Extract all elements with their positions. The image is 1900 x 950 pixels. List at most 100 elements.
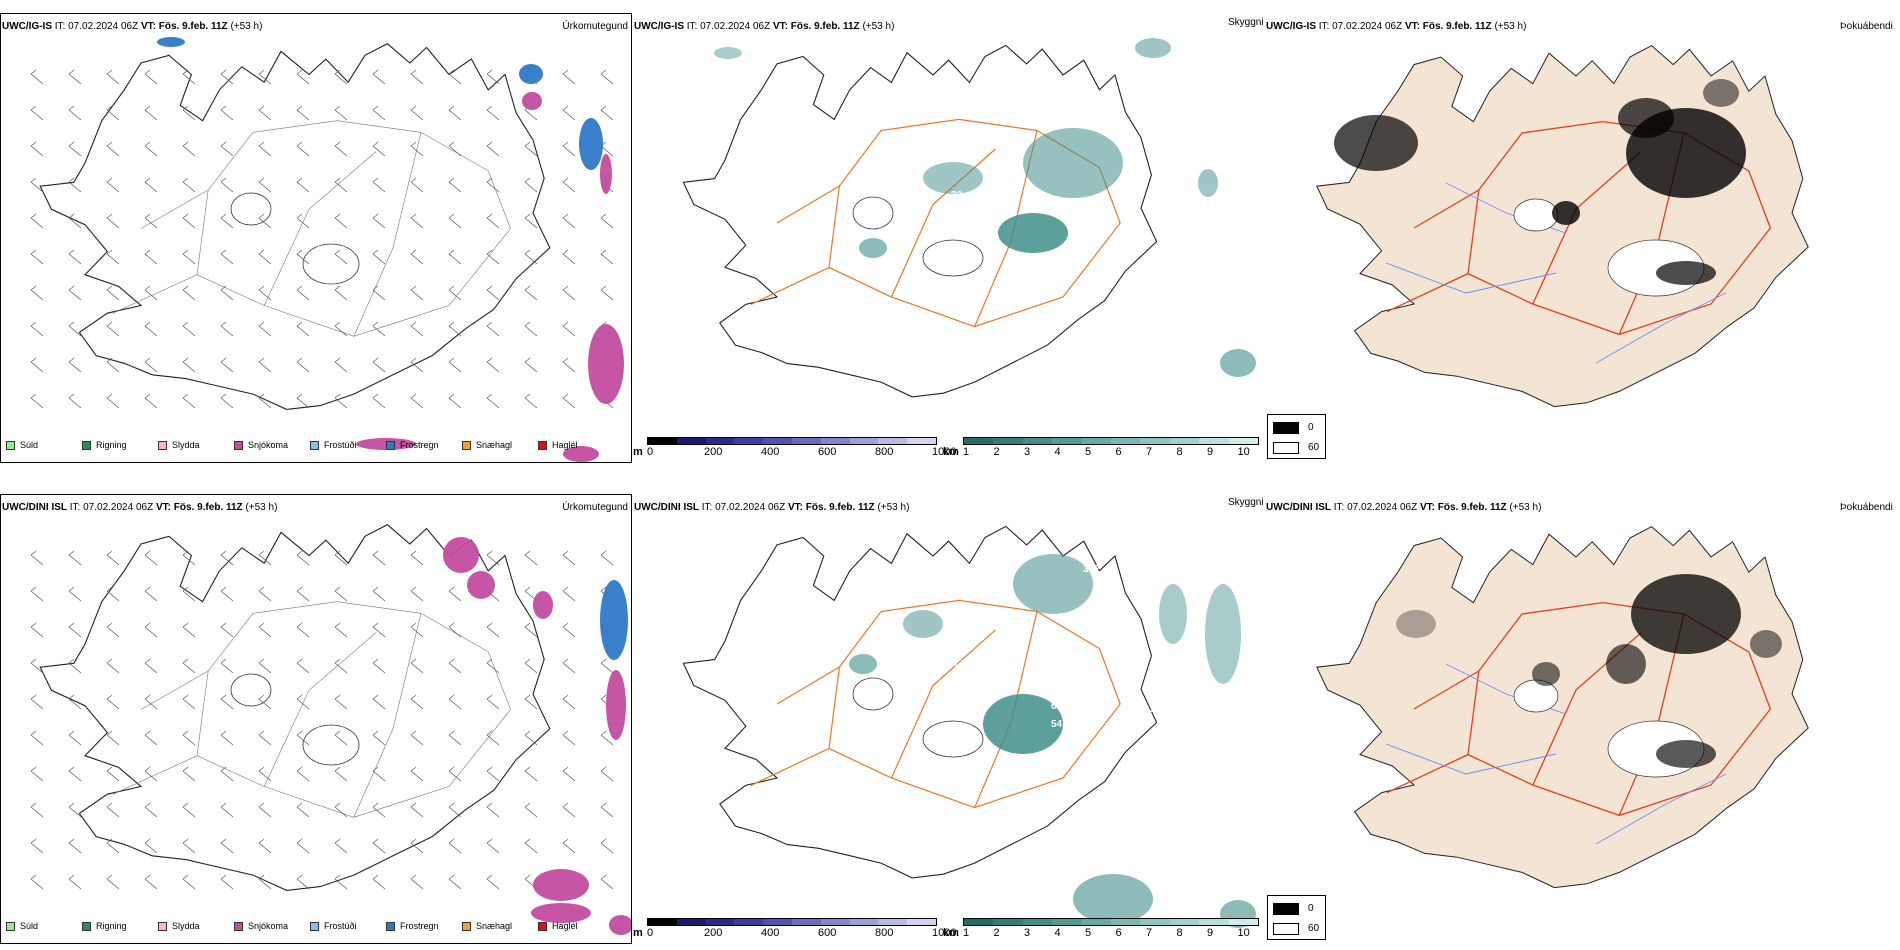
scale-tick-label: 0 [647,927,654,939]
scale-swatch [993,919,1023,925]
legend-swatch [234,441,243,450]
legend-swatch [310,922,319,931]
wind-barb [258,550,272,566]
wind-barb [486,622,500,638]
wind-barb [562,550,576,566]
wind-barb [106,766,120,782]
fog-panel-bottom [1266,514,1900,914]
wind-barb [182,321,196,337]
wind-barb [486,321,500,337]
wind-barb [486,658,500,674]
precip-area-bottom-7 [609,915,631,935]
scale-tick-label: 4 [1054,446,1061,458]
visibility-area-bottom-5 [1205,584,1241,684]
wind-barb [258,177,272,193]
wind-barb [410,69,424,85]
wind-barb [220,730,234,746]
wind-barb [182,213,196,229]
wind-barb [258,393,272,409]
scale-swatch [676,438,706,444]
scale-tick-label: 2 [993,446,1000,458]
wind-barb [486,393,500,409]
wind-barb [334,838,348,854]
fog-legend-bottom: 0 60 [1267,895,1326,940]
wind-barb [30,177,44,193]
wind-barb [182,802,196,818]
wind-barb [372,105,386,121]
fog-legend-swatch [1273,422,1299,434]
wind-barb [30,393,44,409]
legend-label: Frostúði [324,921,357,931]
road-0 [1386,708,1771,817]
fog-area-bottom-0 [1631,574,1741,654]
wind-barb [486,802,500,818]
wind-barb [30,213,44,229]
wind-barb [410,321,424,337]
wind-barb [182,357,196,373]
fog-area-top-4 [1656,261,1716,285]
wind-barb [30,694,44,710]
legend-label: Frostregn [400,921,439,931]
wind-barb [410,694,424,710]
wind-barb [68,213,82,229]
wind-barb [296,249,310,265]
height-scale-top: m 0 200 400 600 800 1000 [633,437,956,461]
wind-barb [68,586,82,602]
wind-barb [106,357,120,373]
fog-legend-label: 0 [1308,903,1314,914]
scale-swatch [1169,919,1200,925]
road-3 [140,670,209,710]
scale-tick-label: 7 [1146,927,1153,939]
precip-area-top-2 [522,92,542,110]
precip-area-top-4 [600,154,612,194]
scale-swatch [907,438,936,444]
visibility-area-bottom-0 [983,694,1063,754]
legend-swatch [6,441,15,450]
wind-barb [106,105,120,121]
fog-area-bottom-3 [1750,630,1782,658]
wind-barb [258,766,272,782]
wind-barb [144,69,158,85]
wind-barb [524,838,538,854]
wind-barb [372,177,386,193]
visibility-value-bottom-3: 197 [953,661,970,672]
fog-legend-swatch [1273,442,1299,454]
legend-label: Frostúði [324,440,357,450]
wind-barb [296,658,310,674]
wind-barb [334,249,348,265]
wind-barb [600,105,614,121]
wind-barb [372,357,386,373]
wind-barb [182,285,196,301]
wind-barb [448,285,462,301]
wind-barb [144,357,158,373]
visibility-value-top-4: 727 [1028,275,1045,286]
precip-area-top-7 [563,446,599,462]
wind-barb [144,213,158,229]
scale-swatch [1111,919,1141,925]
wind-barb [448,622,462,638]
scale-swatch [1081,919,1112,925]
wind-barb [486,177,500,193]
wind-barb [182,730,196,746]
wind-barb [334,213,348,229]
wind-barb [30,69,44,85]
precip-area-top-1 [519,64,543,84]
visibility-area-bottom-1 [1013,554,1093,614]
wind-barb [562,285,576,301]
header-top-3: UWC/IG-IS IT: 07.02.2024 06Z VT: Fös. 9.… [1266,21,1527,32]
wind-barb [562,730,576,746]
wind-barb [524,249,538,265]
legend-label: Rigning [96,921,127,931]
legend-swatch [82,441,91,450]
scale-swatch [734,919,764,925]
river-top-0 [1385,262,1557,294]
wind-barb [486,285,500,301]
scale-tick-label: 10 [1237,446,1250,458]
wind-barb [144,249,158,265]
scale-tick-label: 8 [1176,927,1183,939]
wind-barb [334,321,348,337]
header-top-1: UWC/IG-IS IT: 07.02.2024 06Z VT: Fös. 9.… [2,21,263,32]
legend-swatch [310,441,319,450]
road-4 [353,613,422,818]
wind-barb [258,249,272,265]
